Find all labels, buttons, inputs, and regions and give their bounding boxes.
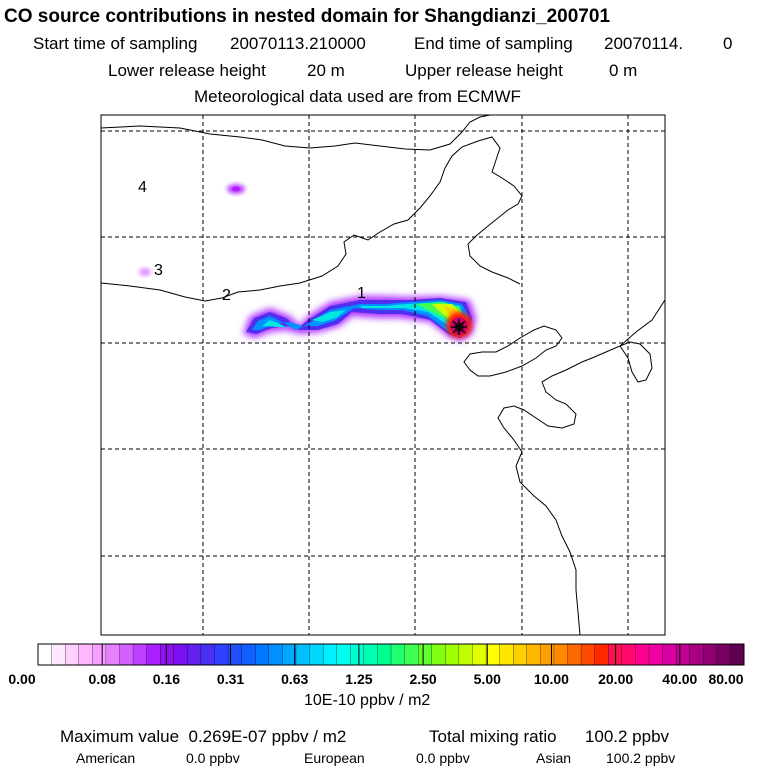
colorbar-cell: [200, 643, 215, 666]
colorbar-cell: [268, 643, 283, 666]
colorbar-cell: [65, 643, 80, 666]
colorbar-tick-label: 80.00: [708, 671, 744, 687]
colorbar-cell: [553, 643, 568, 666]
colorbar-cell: [716, 643, 731, 666]
colorbar-cell: [499, 643, 514, 666]
colorbar-cell: [37, 643, 53, 666]
colorbar-cell: [363, 643, 378, 666]
colorbar-tick-label: 0.63: [281, 671, 309, 687]
map-label-2: 2: [222, 287, 231, 304]
colorbar-cell: [187, 643, 202, 666]
meteo-source: Meteorological data used are from ECMWF: [194, 87, 521, 106]
colorbar-tick-label: 2.50: [409, 671, 437, 687]
colorbar-cell: [92, 643, 107, 666]
concentration-plume: [139, 184, 476, 341]
total-mixing-label: Total mixing ratio: [429, 727, 557, 746]
colorbar-cell: [621, 643, 636, 666]
map-frame: [100, 114, 666, 636]
max-value-number: 0.269E-07 ppbv / m2: [188, 727, 347, 746]
colorbar-cell: [336, 643, 351, 666]
map-boundaries: [101, 115, 665, 635]
colorbar-cell: [567, 643, 582, 666]
map-label-1: 1: [357, 285, 366, 302]
colorbar-cell: [445, 643, 460, 666]
colorbar-tick-label: 20.00: [598, 671, 634, 687]
colorbar-tick-label: 0.16: [152, 671, 180, 687]
colorbar-cell: [132, 643, 148, 666]
colorbar-cell: [173, 643, 188, 666]
colorbar-cell: [377, 643, 392, 666]
start-time-label: Start time of sampling: [33, 34, 198, 53]
max-value-label: Maximum value: [60, 727, 180, 746]
lower-release-value: 20 m: [307, 61, 345, 80]
region-european-value: 0.0 ppbv: [416, 750, 470, 766]
colorbar-tick-label: 0.31: [216, 671, 245, 687]
colorbar-cell: [105, 643, 120, 666]
colorbar-units: 10E-10 ppbv / m2: [304, 692, 431, 709]
start-time-value: 20070113.210000: [230, 34, 366, 53]
colorbar-cell: [662, 643, 677, 666]
end-time-suffix: 0: [723, 34, 733, 53]
map-label-3: 3: [154, 262, 163, 279]
end-time-value: 20070114.: [604, 34, 684, 53]
upper-release-label: Upper release height: [405, 61, 563, 80]
region-american-value: 0.0 ppbv: [186, 750, 240, 766]
colorbar-cell: [648, 643, 663, 666]
region-european-name: European: [304, 750, 365, 766]
colorbar-cell: [119, 643, 134, 666]
total-mixing-value: 100.2 ppbv: [584, 727, 670, 746]
colorbar-cell: [350, 643, 365, 666]
colorbar-cell: [78, 643, 93, 666]
colorbar-cell: [255, 643, 270, 666]
colorbar-cell: [526, 643, 541, 666]
map-label-4: 4: [138, 179, 147, 196]
colorbar-cell: [51, 643, 66, 666]
colorbar-cell: [689, 643, 704, 666]
page-title: CO source contributions in nested domain…: [4, 6, 611, 27]
colorbar-cell: [458, 643, 473, 666]
total-mixing-text: Total mixing ratio 100.2 ppbv: [429, 727, 669, 747]
colorbar-cell: [472, 643, 487, 666]
colorbar-cell: [540, 643, 555, 666]
colorbar-cell: [417, 643, 433, 666]
lower-release-label: Lower release height: [108, 61, 266, 80]
colorbar-cell: [730, 643, 745, 666]
colorbar-tick-label: 0.08: [88, 671, 116, 687]
colorbar-cell: [146, 643, 161, 666]
colorbar-cell: [214, 643, 229, 666]
colorbar-tick-label: 10.00: [533, 671, 569, 687]
upper-release-value: 0 m: [609, 61, 638, 80]
colorbar-tick-label: 40.00: [662, 671, 698, 687]
colorbar-cell: [580, 643, 596, 666]
region-american-name: American: [76, 750, 136, 766]
colorbar-cell: [485, 643, 501, 666]
colorbar-cell: [594, 643, 609, 666]
colorbar-cell: [635, 643, 650, 666]
colorbar: [37, 643, 745, 666]
colorbar-cell: [322, 643, 338, 666]
colorbar-cell: [282, 643, 297, 666]
colorbar-cell: [404, 643, 419, 666]
colorbar-cell: [675, 643, 691, 666]
map-grid: [101, 115, 665, 635]
region-asian-value: 100.2 ppbv: [606, 750, 676, 766]
colorbar-cell: [309, 643, 324, 666]
colorbar-cell: [160, 643, 175, 666]
colorbar-cell: [241, 643, 256, 666]
colorbar-tick-label: 1.25: [345, 671, 373, 687]
end-time-label: End time of sampling: [414, 34, 573, 53]
region-asian-name: Asian: [536, 750, 572, 766]
colorbar-tick-label: 5.00: [473, 671, 501, 687]
colorbar-tick-label: 0.00: [8, 671, 36, 687]
colorbar-cell: [390, 643, 406, 666]
colorbar-cell: [513, 643, 528, 666]
colorbar-cell: [295, 643, 310, 666]
colorbar-cell: [431, 643, 446, 666]
max-value-text: Maximum value 0.269E-07 ppbv / m2: [60, 727, 346, 747]
colorbar-cell: [703, 643, 718, 666]
receptor-marker: [451, 319, 467, 335]
